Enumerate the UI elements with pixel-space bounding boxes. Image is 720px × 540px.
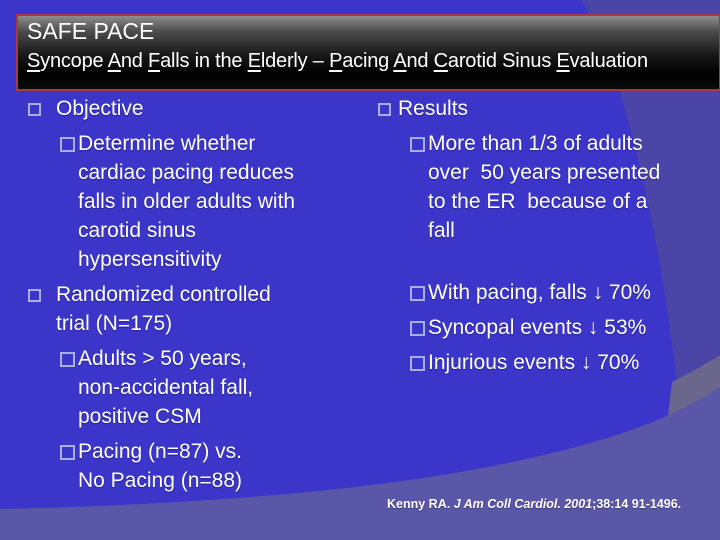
bullet-item: Injurious events ↓ 70% [410,348,713,377]
bullet-text-line: More than 1/3 of adults [428,132,643,155]
citation-text: Kenny RA. [387,497,454,511]
subtitle-underlined-letter: F [148,50,161,72]
bullet-text-line: Injurious events ↓ 70% [428,351,640,374]
bullet-item: Objective [28,94,373,123]
bullet-text-line: No Pacing (n=88) [78,469,243,492]
bullet-square-icon [378,103,391,116]
subtitle-text: nd [406,50,434,72]
citation-text: ;38:14 91-1496. [592,497,682,511]
bullet-square-icon [410,321,425,336]
bullet-text: Pacing (n=87) vs. No Pacing (n=88) [78,437,242,495]
bullet-text-line: falls in older adults with [78,190,296,213]
objective-column: Objective Determine whether cardiac pacing… [28,94,373,501]
bullet-text: With pacing, falls ↓ 70% [428,278,651,307]
bullet-square-icon [410,286,425,301]
bullet-text-line: Objective [56,97,144,120]
subtitle-underlined-letter: A [107,50,121,72]
subtitle-underlined-letter: E [247,50,261,72]
subtitle-underlined-letter: E [556,50,570,72]
subtitle-text: valuation [569,50,648,72]
bullet-text: More than 1/3 of adults over 50 years pre… [428,129,660,245]
bullet-square-icon [28,289,41,302]
bullet-square-icon [410,137,425,152]
bullet-item: Pacing (n=87) vs. No Pacing (n=88) [60,437,373,495]
subtitle-text: alls in the [160,50,248,72]
subtitle-underlined-letter: A [393,50,407,72]
bullet-text: Results [398,94,468,123]
bullet-text: Objective [56,94,144,123]
bullet-square-icon [60,445,75,460]
bullet-text-line: non-accidental fall, [78,376,254,399]
bullet-text-line: to the ER because of a [428,190,648,213]
citation-journal: J Am Coll Cardiol. 2001 [453,497,593,511]
bullet-text-line: Randomized controlled [56,283,271,306]
bullet-square-icon [410,356,425,371]
title-bar: SAFE PACE Syncope And Falls in the Elder… [16,14,720,91]
bullet-item: Results [378,94,713,123]
slide-title: SAFE PACE [27,18,155,44]
bullet-item: More than 1/3 of adults over 50 years pre… [410,129,713,245]
bullet-text: Determine whether cardiac pacing reduces f… [78,129,295,274]
bullet-square-icon [60,352,75,367]
bullet-text-line: carotid sinus [78,219,196,242]
bullet-text-line: fall [428,219,455,242]
bullet-square-icon [28,103,41,116]
results-column: Results More than 1/3 of adults over 50 ye… [378,94,713,383]
bullet-text-line: Determine whether [78,132,256,155]
bullet-text: Syncopal events ↓ 53% [428,313,646,342]
bullet-item: Randomized controlled trial (N=175) [28,280,373,338]
bullet-item: Adults > 50 years, non-accidental fall, po… [60,344,373,431]
bullet-text-line: trial (N=175) [56,312,173,335]
subtitle-underlined-letter: P [329,50,343,72]
background-bottom-band [0,387,720,540]
bullet-text-line: With pacing, falls ↓ 70% [428,281,651,304]
subtitle-underlined-letter: S [27,50,41,72]
bullet-text-line: hypersensitivity [78,248,222,271]
bullet-text-line: Results [398,97,469,120]
subtitle-text: nd [120,50,149,72]
citation: Kenny RA. J Am Coll Cardiol. 2001;38:14 … [387,497,681,512]
bullet-item: Determine whether cardiac pacing reduces f… [60,129,373,274]
bullet-text: Randomized controlled trial (N=175) [56,280,271,338]
bullet-text-line: over 50 years presented [428,161,661,184]
slide-subtitle: Syncope And Falls in the Elderly – Pacin… [27,46,719,77]
bullet-text-line: cardiac pacing reduces [78,161,294,184]
subtitle-underlined-letter: C [433,50,448,72]
bullet-text: Injurious events ↓ 70% [428,348,639,377]
bullet-item: Syncopal events ↓ 53% [410,313,713,342]
bullet-item: With pacing, falls ↓ 70% [410,278,713,307]
bullet-text-line: Pacing (n=87) vs. [78,440,243,463]
bullet-text-line: Adults > 50 years, [78,347,247,370]
subtitle-text: acing [342,50,394,72]
bullet-text-line: Syncopal events ↓ 53% [428,316,647,339]
subtitle-text: yncope [40,50,108,72]
subtitle-text: lderly – [260,50,330,72]
bullet-text: Adults > 50 years, non-accidental fall, po… [78,344,253,431]
bullet-text-line: positive CSM [78,405,202,428]
subtitle-text: arotid Sinus [447,50,557,72]
bullet-square-icon [60,137,75,152]
